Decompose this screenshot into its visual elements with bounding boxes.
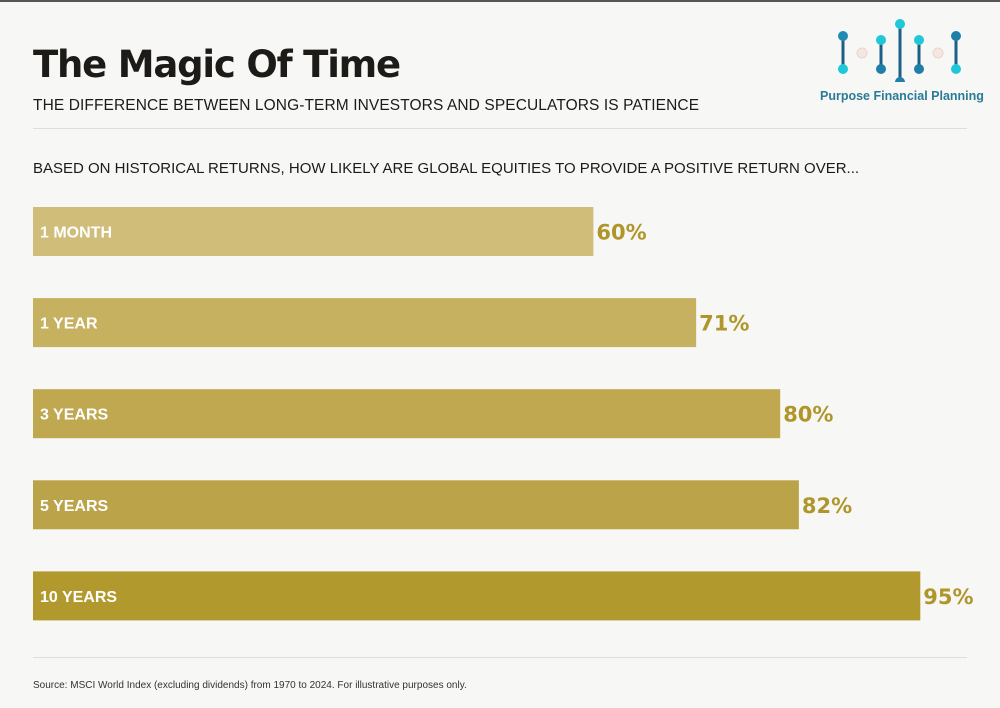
chart-question: BASED ON HISTORICAL RETURNS, HOW LIKELY … bbox=[33, 160, 860, 177]
bar-5-years bbox=[33, 480, 799, 530]
header-divider bbox=[33, 128, 967, 129]
bar-3-years bbox=[33, 389, 781, 439]
bar-category-label: 1 YEAR bbox=[40, 316, 98, 333]
logo-mark-icon bbox=[838, 19, 961, 82]
bar-value-label: 80% bbox=[783, 403, 833, 427]
bar-category-label: 10 YEARS bbox=[40, 589, 117, 606]
page-title: The Magic Of Time bbox=[33, 43, 401, 86]
top-border bbox=[0, 0, 1000, 2]
bar-value-label: 60% bbox=[596, 221, 646, 245]
bar-value-label: 71% bbox=[699, 312, 749, 336]
footer-divider bbox=[33, 657, 967, 658]
page-subtitle: THE DIFFERENCE BETWEEN LONG-TERM INVESTO… bbox=[33, 97, 700, 114]
bar-category-label: 1 MONTH bbox=[40, 225, 112, 242]
bar-10-years bbox=[33, 571, 921, 621]
bar-value-label: 82% bbox=[802, 494, 852, 518]
bar-1-month bbox=[33, 207, 594, 256]
brand-logo: Purpose Financial Planning bbox=[820, 16, 984, 106]
source-note: Source: MSCI World Index (excluding divi… bbox=[33, 680, 467, 691]
bar-1-year bbox=[33, 298, 697, 348]
brand-name: Purpose Financial Planning bbox=[820, 89, 984, 103]
bar-category-label: 5 YEARS bbox=[40, 498, 109, 515]
bar-value-label: 95% bbox=[923, 585, 973, 609]
bar-category-label: 3 YEARS bbox=[40, 407, 109, 424]
